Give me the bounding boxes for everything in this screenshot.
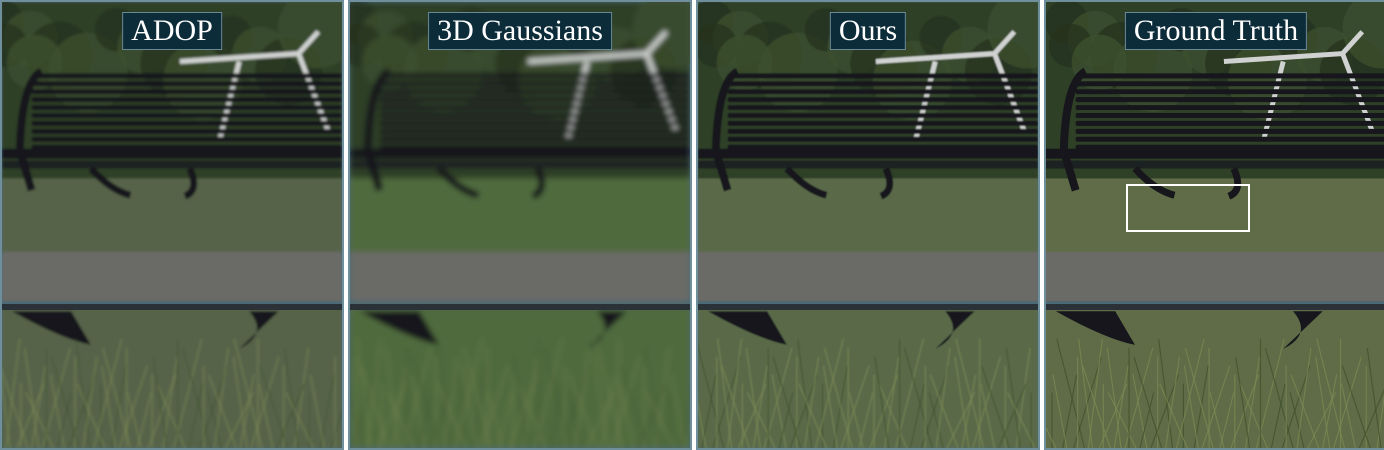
panel-ours: Ours [696, 0, 1040, 450]
panel-label: Ground Truth [1124, 12, 1308, 50]
panel-label: 3D Gaussians [428, 12, 612, 50]
panel-ground-truth: Ground Truth [1044, 0, 1384, 450]
zoom-region-box [1126, 184, 1250, 232]
scene-image [2, 2, 342, 448]
crop-divider [350, 304, 690, 310]
crop-divider [698, 304, 1038, 310]
scene-image [350, 2, 690, 448]
panel-label: Ours [829, 12, 907, 50]
crop-divider [2, 304, 342, 310]
crop-divider [1046, 304, 1384, 310]
scene-image [698, 2, 1038, 448]
panel-label: ADOP [122, 12, 222, 50]
panel-3d-gaussians: 3D Gaussians [348, 0, 692, 450]
panel-adop: ADOP [0, 0, 344, 450]
